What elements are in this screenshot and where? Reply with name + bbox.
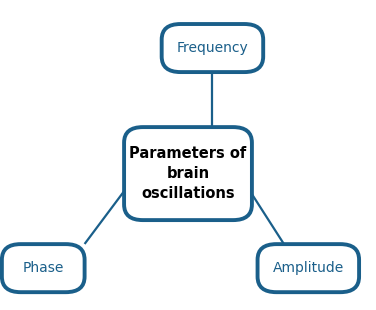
Text: Amplitude: Amplitude bbox=[273, 261, 344, 275]
Text: Frequency: Frequency bbox=[177, 41, 248, 55]
FancyBboxPatch shape bbox=[124, 127, 252, 220]
FancyBboxPatch shape bbox=[162, 24, 263, 72]
FancyBboxPatch shape bbox=[2, 244, 85, 292]
Text: Phase: Phase bbox=[23, 261, 64, 275]
FancyBboxPatch shape bbox=[258, 244, 359, 292]
Text: Parameters of
brain
oscillations: Parameters of brain oscillations bbox=[129, 146, 247, 201]
